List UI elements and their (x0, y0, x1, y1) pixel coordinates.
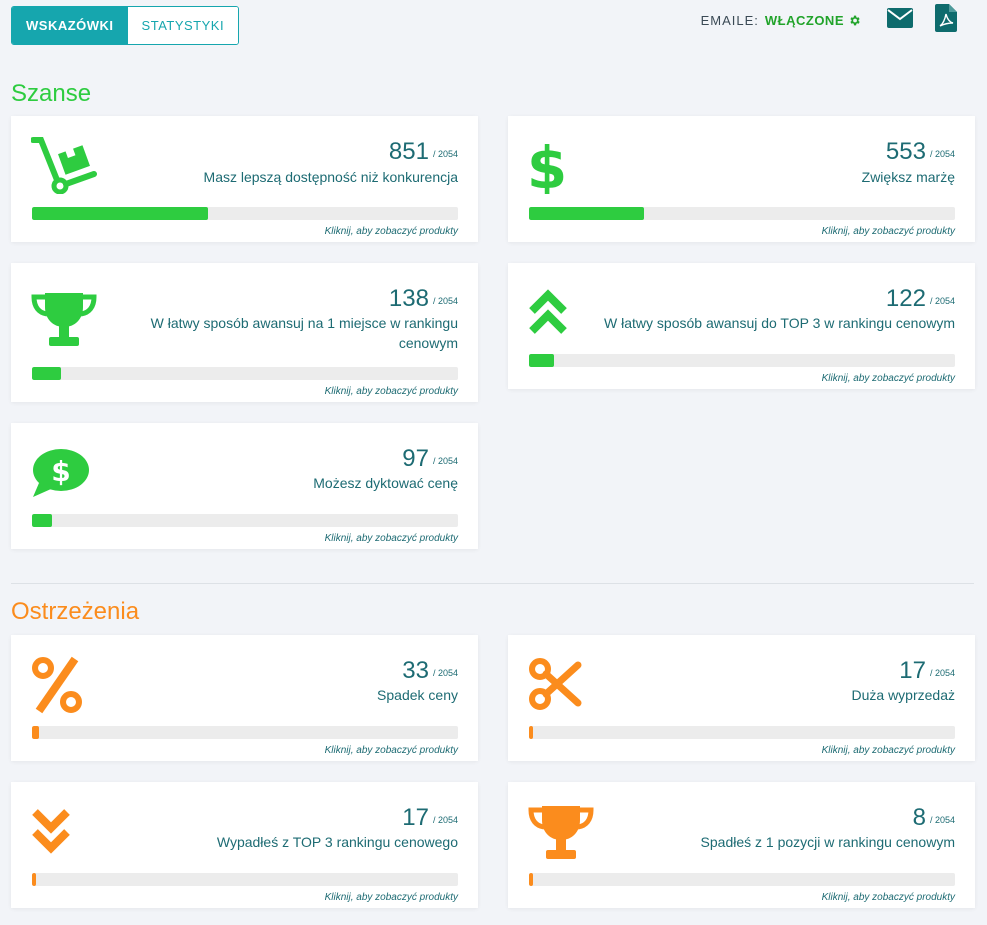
count: 17/ 2054 (899, 657, 955, 685)
view-products-link[interactable]: Kliknij, aby zobaczyć produkty (821, 226, 955, 237)
count-total: / 2054 (432, 149, 458, 159)
view-products-link[interactable]: Kliknij, aby zobaczyć produkty (324, 226, 458, 237)
envelope-icon[interactable] (887, 7, 913, 33)
progress-fill (529, 354, 555, 367)
email-label: EMAILE: (700, 12, 759, 28)
count-value: 138 (388, 285, 429, 312)
count-total: / 2054 (929, 296, 955, 306)
count-total: / 2054 (929, 149, 955, 159)
progress-fill (32, 514, 53, 527)
card-description: Duża wyprzedaż (851, 687, 956, 703)
count: 33/ 2054 (402, 657, 458, 685)
gear-icon[interactable] (848, 14, 861, 27)
count-value: 553 (885, 138, 926, 165)
progress-fill (32, 367, 61, 380)
view-products-link[interactable]: Kliknij, aby zobaczyć produkty (821, 892, 955, 903)
count: 553/ 2054 (886, 138, 955, 166)
progress-bar (529, 354, 955, 367)
section-title-warnings: Ostrzeżenia (11, 598, 140, 625)
count: 17/ 2054 (402, 804, 458, 832)
count-total: / 2054 (432, 668, 458, 678)
card-dictate[interactable]: $ 97/ 2054 Możesz dyktować cenę Kliknij,… (11, 423, 478, 549)
scissors-icon (528, 657, 582, 716)
progress-bar (32, 367, 458, 380)
card-description-line: cenowym (398, 335, 458, 351)
tab-wskazowki[interactable]: WSKAZÓWKI (12, 7, 128, 44)
card-fell-rank1[interactable]: 8/ 2054 Spadłeś z 1 pozycji w rankingu c… (508, 782, 975, 908)
card-description: Spadłeś z 1 pozycji w rankingu cenowym (700, 834, 955, 850)
svg-text:$: $ (530, 138, 564, 194)
view-products-link[interactable]: Kliknij, aby zobaczyć produkty (324, 386, 458, 397)
count-total: / 2054 (929, 815, 955, 825)
view-products-link[interactable]: Kliknij, aby zobaczyć produkty (324, 745, 458, 756)
count: 138/ 2054 (389, 285, 458, 313)
card-description-line: W łatwy sposób awansuj na 1 miejsce w ra… (150, 315, 458, 331)
progress-bar (529, 207, 955, 220)
progress-fill (529, 207, 644, 220)
hand-truck-icon (30, 136, 97, 199)
card-description: Zwiększ marżę (861, 169, 955, 185)
card-description: W łatwy sposób awansuj na 1 miejsce w ra… (151, 313, 458, 353)
trophy-icon (528, 804, 594, 865)
progress-fill (32, 726, 39, 739)
double-chevron-down-icon (31, 806, 71, 859)
dollar-chat-icon: $ (31, 447, 91, 504)
progress-fill (32, 207, 209, 220)
view-products-link[interactable]: Kliknij, aby zobaczyć produkty (324, 533, 458, 544)
count-total: / 2054 (432, 456, 458, 466)
count-value: 8 (912, 804, 926, 831)
progress-bar (32, 726, 458, 739)
card-price-drop[interactable]: 33/ 2054 Spadek ceny Kliknij, aby zobacz… (11, 635, 478, 761)
pdf-icon[interactable] (935, 3, 957, 37)
card-availability[interactable]: 851/ 2054 Masz lepszą dostępność niż kon… (11, 116, 478, 242)
count: 97/ 2054 (402, 445, 458, 473)
dollar-icon: $ (527, 134, 567, 202)
card-big-sale[interactable]: 17/ 2054 Duża wyprzedaż Kliknij, aby zob… (508, 635, 975, 761)
progress-bar (32, 207, 458, 220)
progress-fill (529, 726, 534, 739)
percent-icon (31, 655, 83, 720)
count-value: 17 (402, 804, 429, 831)
card-margin[interactable]: $ 553/ 2054 Zwiększ marżę Kliknij, aby z… (508, 116, 975, 242)
progress-fill (529, 873, 534, 886)
count: 851/ 2054 (389, 138, 458, 166)
email-status[interactable]: WŁĄCZONE (764, 12, 844, 28)
count-value: 17 (899, 657, 926, 684)
card-description: Wypadłeś z TOP 3 rankingu cenowego (216, 834, 458, 850)
count-value: 97 (402, 445, 429, 472)
svg-text:$: $ (51, 455, 70, 488)
view-products-link[interactable]: Kliknij, aby zobaczyć produkty (821, 373, 955, 384)
view-products-link[interactable]: Kliknij, aby zobaczyć produkty (324, 892, 458, 903)
card-fell-top3[interactable]: 17/ 2054 Wypadłeś z TOP 3 rankingu cenow… (11, 782, 478, 908)
count-value: 851 (388, 138, 429, 165)
count: 8/ 2054 (913, 804, 955, 832)
count-total: / 2054 (432, 296, 458, 306)
section-divider (11, 583, 974, 584)
progress-bar (529, 726, 955, 739)
progress-bar (32, 873, 458, 886)
trophy-icon (31, 291, 97, 352)
card-top3[interactable]: 122/ 2054 W łatwy sposób awansuj do TOP … (508, 263, 975, 389)
count-value: 122 (885, 285, 926, 312)
card-description: Możesz dyktować cenę (313, 475, 458, 491)
card-description: Spadek ceny (377, 687, 458, 703)
progress-bar (32, 514, 458, 527)
tab-group: WSKAZÓWKI STATYSTYKI (11, 6, 240, 45)
tab-statystyki[interactable]: STATYSTYKI (127, 7, 239, 44)
progress-fill (32, 873, 37, 886)
card-description: Masz lepszą dostępność niż konkurencja (203, 169, 458, 185)
progress-bar (529, 873, 955, 886)
count-total: / 2054 (929, 668, 955, 678)
header-actions: EMAILE: WŁĄCZONE (700, 3, 957, 37)
count: 122/ 2054 (886, 285, 955, 313)
view-products-link[interactable]: Kliknij, aby zobaczyć produkty (821, 745, 955, 756)
count-total: / 2054 (432, 815, 458, 825)
card-description: W łatwy sposób awansuj do TOP 3 w rankin… (604, 315, 955, 331)
double-chevron-up-icon (528, 289, 568, 342)
section-title-opportunities: Szanse (11, 80, 92, 107)
card-rank1[interactable]: 138/ 2054 W łatwy sposób awansuj na 1 mi… (11, 263, 478, 402)
count-value: 33 (402, 657, 429, 684)
